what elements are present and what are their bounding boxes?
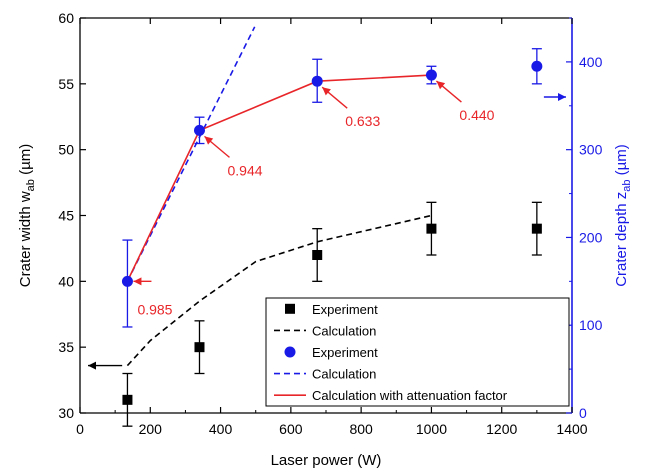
x-tick-label: 0	[76, 421, 84, 437]
right-axis-indicator-arrow-head	[558, 93, 566, 101]
data-point-circle	[193, 124, 205, 136]
data-point-square	[312, 250, 323, 260]
data-point-circle	[425, 69, 437, 81]
y-right-tick-label: 100	[579, 317, 603, 333]
y-left-tick-label: 55	[58, 76, 74, 92]
x-tick-label: 800	[349, 421, 373, 437]
legend-label: Experiment	[312, 345, 378, 360]
legend-label: Experiment	[312, 302, 378, 317]
annotation-arrow-head	[322, 87, 331, 96]
legend-box	[265, 297, 570, 407]
data-point-circle	[121, 275, 133, 287]
x-tick-label: 600	[279, 421, 303, 437]
legend-marker-square	[285, 303, 295, 314]
data-point-square	[122, 394, 133, 405]
x-tick-label: 1200	[486, 421, 517, 437]
y-left-tick-label: 45	[58, 208, 74, 224]
y-right-tick-label: 200	[579, 229, 603, 245]
y-right-axis-title: Crater depth zab (µm)	[613, 144, 633, 287]
data-point-square	[194, 342, 205, 353]
y-left-tick-label: 35	[58, 339, 74, 355]
series-line-3	[126, 26, 256, 282]
series-line-1	[126, 214, 432, 367]
legend-label: Calculation with attenuation factor	[312, 388, 508, 403]
legend-label: Calculation	[312, 323, 376, 338]
legend-label: Calculation	[312, 367, 376, 382]
x-tick-label: 200	[139, 421, 163, 437]
x-axis-title: Laser power (W)	[271, 452, 382, 469]
y-left-tick-label: 60	[58, 10, 74, 26]
annotation-arrow-head	[204, 136, 214, 145]
legend-marker-circle	[284, 346, 296, 358]
y-left-tick-label: 30	[58, 405, 74, 421]
y-left-axis-title: Crater width wab (µm)	[17, 144, 37, 287]
data-point-square	[426, 223, 437, 234]
plot-area: 0.985 0.944 0.633 0.440	[88, 26, 566, 427]
data-point-square	[531, 223, 542, 234]
x-tick-label: 1400	[556, 421, 587, 437]
left-axis-indicator-arrow-head	[88, 361, 96, 370]
y-left-tick-label: 40	[58, 273, 74, 289]
y-left-tick-label: 50	[58, 142, 74, 158]
y-right-tick-label: 300	[579, 142, 603, 158]
data-point-circle	[311, 75, 323, 87]
annotation-arrow-head	[133, 277, 142, 286]
legend: Experiment Calculation Experiment Calculati…	[265, 297, 570, 407]
x-tick-label: 400	[209, 421, 233, 437]
annotation-label: 0.440	[459, 107, 494, 123]
y-right-tick-label: 0	[579, 405, 587, 421]
axes: 0 200 400 600 800 1000 1200 1400303540455055600…	[17, 10, 633, 469]
x-tick-label: 1000	[416, 421, 447, 437]
annotation-label: 0.633	[345, 113, 380, 129]
annotation-label: 0.985	[137, 301, 172, 317]
y-right-tick-label: 400	[579, 54, 603, 70]
series-line-4	[126, 74, 432, 282]
annotation-arrow-head	[436, 81, 446, 90]
annotation-label: 0.944	[227, 162, 262, 178]
data-point-circle	[531, 60, 543, 72]
